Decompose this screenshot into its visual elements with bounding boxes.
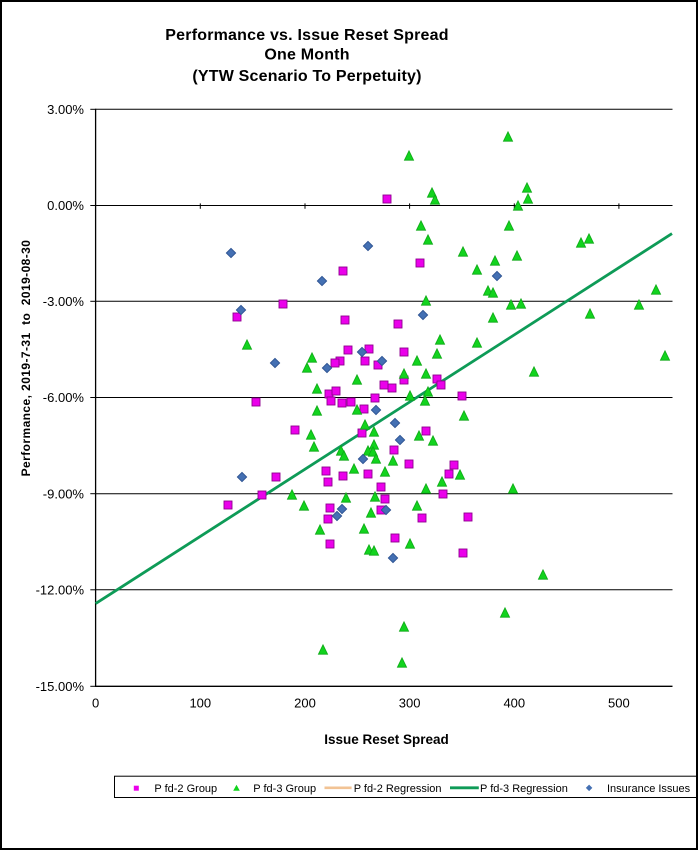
svg-text:P fd-2 Group: P fd-2 Group [154,783,217,795]
svg-text:0: 0 [92,696,99,711]
svg-text:Issue Reset Spread: Issue Reset Spread [324,732,449,747]
svg-text:-15.00%: -15.00% [36,679,85,694]
svg-text:P fd-3 Group: P fd-3 Group [253,783,316,795]
svg-text:400: 400 [503,696,525,711]
svg-text:P fd-2 Regression: P fd-2 Regression [354,783,442,795]
svg-text:One Month: One Month [264,47,349,64]
svg-text:0.00%: 0.00% [47,198,84,213]
svg-text:Insurance Issues: Insurance Issues [607,783,691,795]
svg-text:500: 500 [608,696,630,711]
svg-text:3.00%: 3.00% [47,102,84,117]
svg-text:P fd-3 Regression: P fd-3 Regression [480,783,568,795]
svg-text:200: 200 [294,696,316,711]
svg-text:(YTW Scenario To Perpetuity): (YTW Scenario To Perpetuity) [192,68,421,85]
svg-text:Performance, 2019-7-31 to 20: Performance, 2019-7-31 to 2019-08-30 [19,240,33,477]
svg-text:300: 300 [399,696,421,711]
svg-text:-6.00%: -6.00% [43,390,85,405]
svg-text:-9.00%: -9.00% [43,486,85,501]
svg-text:-3.00%: -3.00% [43,294,85,309]
svg-text:-12.00%: -12.00% [36,583,85,598]
svg-text:100: 100 [189,696,211,711]
svg-text:Performance vs. Issue Reset Sp: Performance vs. Issue Reset Spread [165,27,448,44]
